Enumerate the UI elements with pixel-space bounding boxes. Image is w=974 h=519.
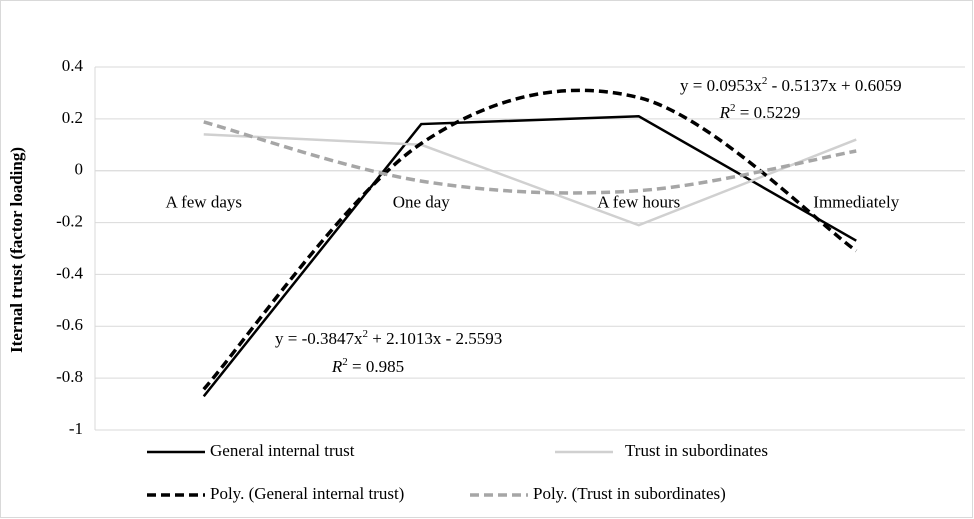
x-tick-label: Immediately <box>813 193 899 212</box>
equation-part: - 0.5137x + 0.6059 <box>767 76 901 95</box>
equation-part: = 0.5229 <box>736 103 801 122</box>
y-tick-label: -1 <box>69 419 83 438</box>
y-tick-label: 0.4 <box>62 56 84 75</box>
equation-part: R <box>719 103 731 122</box>
trend-equation: y = 0.0953x2 - 0.5137x + 0.6059 <box>680 75 902 95</box>
equation-part: y = -0.3847x <box>275 329 363 348</box>
equation-part: y = 0.0953x <box>680 76 762 95</box>
equation-part: 2 <box>363 328 369 340</box>
trendline <box>202 88 858 391</box>
legend-label: Trust in subordinates <box>625 441 768 460</box>
trend-equation: y = -0.3847x2 + 2.1013x - 2.5593 <box>275 328 502 348</box>
series-line <box>202 115 857 398</box>
equation-part: 2 <box>730 102 736 114</box>
y-tick-label: 0 <box>75 160 84 179</box>
trendline <box>203 120 857 195</box>
y-axis-title: Iternal trust (factor loading) <box>7 147 26 353</box>
y-tick-label: -0.8 <box>56 367 83 386</box>
y-tick-label: -0.4 <box>56 263 83 282</box>
trend-r-squared: R2 = 0.5229 <box>719 102 801 122</box>
equation-part: 2 <box>762 75 768 87</box>
x-tick-label: A few days <box>166 193 242 212</box>
x-tick-label: One day <box>393 193 451 212</box>
series-line <box>203 133 857 227</box>
legend-label: Poly. (General internal trust) <box>210 484 404 503</box>
y-tick-label: 0.2 <box>62 108 83 127</box>
equation-part: 2 <box>342 356 348 368</box>
y-tick-label: -0.6 <box>56 315 83 334</box>
equation-part: + 2.1013x - 2.5593 <box>368 329 502 348</box>
y-tick-label: -0.2 <box>56 211 83 230</box>
equation-part: = 0.985 <box>348 357 404 376</box>
x-tick-label: A few hours <box>597 193 680 212</box>
legend-label: Poly. (Trust in subordinates) <box>533 484 726 503</box>
equation-part: R <box>331 357 343 376</box>
legend-label: General internal trust <box>210 441 355 460</box>
trend-r-squared: R2 = 0.985 <box>331 356 404 376</box>
